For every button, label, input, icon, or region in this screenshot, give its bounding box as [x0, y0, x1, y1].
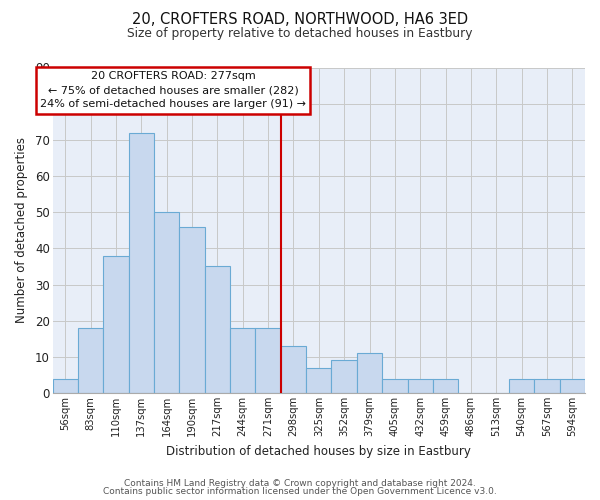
- Bar: [331, 360, 357, 393]
- Bar: [357, 353, 382, 393]
- Bar: [154, 212, 179, 393]
- Bar: [230, 328, 256, 393]
- X-axis label: Distribution of detached houses by size in Eastbury: Distribution of detached houses by size …: [166, 444, 471, 458]
- Bar: [306, 368, 331, 393]
- Text: 20 CROFTERS ROAD: 277sqm
← 75% of detached houses are smaller (282)
24% of semi-: 20 CROFTERS ROAD: 277sqm ← 75% of detach…: [40, 71, 306, 109]
- Bar: [560, 378, 585, 393]
- Bar: [179, 226, 205, 393]
- Text: 20, CROFTERS ROAD, NORTHWOOD, HA6 3ED: 20, CROFTERS ROAD, NORTHWOOD, HA6 3ED: [132, 12, 468, 28]
- Y-axis label: Number of detached properties: Number of detached properties: [15, 138, 28, 324]
- Bar: [382, 378, 407, 393]
- Bar: [407, 378, 433, 393]
- Bar: [509, 378, 534, 393]
- Bar: [256, 328, 281, 393]
- Bar: [78, 328, 103, 393]
- Bar: [534, 378, 560, 393]
- Bar: [205, 266, 230, 393]
- Bar: [103, 256, 128, 393]
- Text: Contains HM Land Registry data © Crown copyright and database right 2024.: Contains HM Land Registry data © Crown c…: [124, 478, 476, 488]
- Text: Contains public sector information licensed under the Open Government Licence v3: Contains public sector information licen…: [103, 487, 497, 496]
- Text: Size of property relative to detached houses in Eastbury: Size of property relative to detached ho…: [127, 28, 473, 40]
- Bar: [433, 378, 458, 393]
- Bar: [281, 346, 306, 393]
- Bar: [128, 132, 154, 393]
- Bar: [53, 378, 78, 393]
